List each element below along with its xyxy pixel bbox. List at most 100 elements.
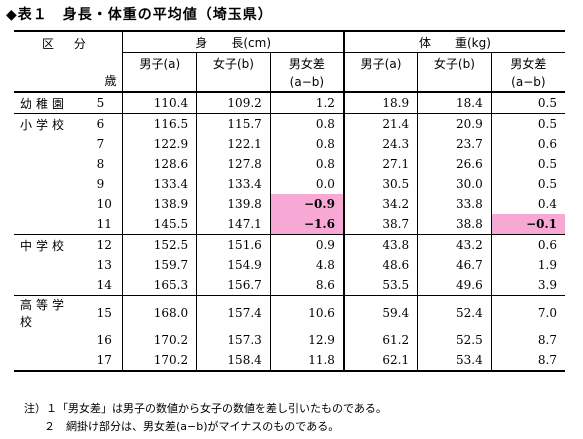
weight-male-cell: 18.9: [342, 92, 418, 114]
weight-female-cell: 18.4: [417, 92, 492, 114]
weight-male-cell: 61.2: [342, 330, 418, 350]
height-diff-cell: 4.8: [269, 255, 344, 275]
weight-diff-cell: 0.6: [490, 134, 565, 154]
table-row: 11 145.5 147.1 −1.6 38.7 38.8 −0.1: [14, 214, 565, 235]
group-cell: [14, 275, 79, 296]
height-male-cell: 145.5: [122, 214, 197, 235]
group-cell: 高等学校: [14, 295, 79, 330]
age-cell: 15: [78, 295, 123, 330]
table-row: 高等学校 15 168.0 157.4 10.6 59.4 52.4 7.0: [14, 295, 565, 330]
height-female-cell: 157.3: [196, 330, 271, 350]
height-weight-table: 区 分 歳 身 長(cm) 体 重(kg) 男子(a) 女子(b) 男女差 男子…: [14, 30, 565, 372]
weight-diff-cell: 0.5: [490, 154, 565, 174]
height-female-cell: 156.7: [196, 275, 271, 296]
table-row: 16 170.2 157.3 12.9 61.2 52.5 8.7: [14, 330, 565, 350]
weight-female-cell: 49.6: [417, 275, 492, 296]
group-cell: [14, 255, 79, 275]
weight-diff-cell: 0.5: [490, 92, 565, 114]
weight-male-cell: 48.6: [342, 255, 418, 275]
weight-diff-cell: 8.7: [490, 330, 565, 350]
height-female-cell: 115.7: [196, 113, 271, 134]
age-cell: 9: [96, 177, 105, 191]
weight-male-cell: 43.8: [342, 234, 418, 255]
group-cell: [14, 154, 79, 174]
weight-diff-cell: 0.6: [490, 234, 565, 255]
height-male-cell: 168.0: [122, 295, 197, 330]
stats-table-container: 区 分 歳 身 長(cm) 体 重(kg) 男子(a) 女子(b) 男女差 男子…: [14, 30, 565, 372]
group-cell: [14, 194, 79, 214]
height-male-header: 男子(a): [122, 52, 197, 73]
weight-male-cell: 62.1: [342, 350, 418, 372]
height-female-header: 女子(b): [196, 52, 271, 73]
age-cell: 10: [96, 197, 112, 211]
weight-female-header: 女子(b): [417, 52, 492, 73]
height-female-cell: 147.1: [196, 214, 271, 235]
table-row: 8 128.6 127.8 0.8 27.1 26.6 0.5: [14, 154, 565, 174]
weight-female-cell: 30.0: [417, 174, 492, 194]
height-female-cell: 139.8: [196, 194, 271, 214]
table-row: 13 159.7 154.9 4.8 48.6 46.7 1.9: [14, 255, 565, 275]
height-diff-cell: 12.9: [269, 330, 344, 350]
table-row: 小学校 6 116.5 115.7 0.8 21.4 20.9 0.5: [14, 113, 565, 134]
weight-group-header: 体 重(kg): [342, 30, 565, 53]
table-row: 7 122.9 122.1 0.8 24.3 23.7 0.6: [14, 134, 565, 154]
weight-male-cell: 38.7: [342, 214, 418, 235]
height-male-cell: 122.9: [122, 134, 197, 154]
weight-female-cell: 52.5: [417, 330, 492, 350]
group-cell: 幼稚園: [20, 96, 69, 111]
table-row: 14 165.3 156.7 8.6 53.5 49.6 3.9: [14, 275, 565, 296]
height-female-cell: 133.4: [196, 174, 271, 194]
height-male-cell: 116.5: [122, 113, 197, 134]
height-diff-cell: 0.8: [269, 154, 344, 174]
height-female-cell: 157.4: [196, 295, 271, 330]
group-cell: [14, 134, 79, 154]
table-body: 幼稚園 5 110.4 109.2 1.2 18.9 18.4 0.5 小学校 6 116.5 115…: [14, 92, 565, 372]
weight-female-cell: 33.8: [417, 194, 492, 214]
table-row: 幼稚園 5 110.4 109.2 1.2 18.9 18.4 0.5: [14, 92, 565, 114]
age-cell: 17: [78, 350, 123, 372]
age-label: 歳: [104, 74, 117, 88]
weight-female-cell: 52.4: [417, 295, 492, 330]
weight-female-cell: 26.6: [417, 154, 492, 174]
age-cell: 16: [96, 333, 112, 347]
weight-male-cell: 53.5: [342, 275, 418, 296]
weight-male-cell: 21.4: [342, 113, 418, 134]
weight-female-cell: 53.4: [417, 350, 492, 372]
height-diff-cell: 11.8: [269, 350, 344, 372]
age-cell: 5: [96, 96, 105, 110]
table-row: 9 133.4 133.4 0.0 30.5 30.0 0.5: [14, 174, 565, 194]
height-male-cell: 170.2: [122, 330, 197, 350]
weight-male-cell: 59.4: [342, 295, 418, 330]
height-male-cell: 159.7: [122, 255, 197, 275]
height-female-cell: 127.8: [196, 154, 271, 174]
weight-diff-cell: 0.5: [490, 113, 565, 134]
height-group-header: 身 長(cm): [122, 30, 344, 53]
table-row: 10 138.9 139.8 −0.9 34.2 33.8 0.4: [14, 194, 565, 214]
height-diff-cell: 8.6: [269, 275, 344, 296]
height-diff-cell: 0.8: [269, 113, 344, 134]
weight-male-cell: 34.2: [342, 194, 418, 214]
height-diff-cell: 0.9: [269, 234, 344, 255]
height-female-cell: 109.2: [196, 92, 271, 114]
weight-female-cell: 20.9: [417, 113, 492, 134]
height-male-cell: 138.9: [122, 194, 197, 214]
weight-female-cell: 46.7: [417, 255, 492, 275]
table-title: ◆表１ 身長・体重の平均値（埼玉県）: [6, 7, 273, 23]
weight-diff-cell: 1.9: [490, 255, 565, 275]
height-female-cell: 158.4: [196, 350, 271, 372]
weight-female-cell: 23.7: [417, 134, 492, 154]
height-diff-cell: −0.9: [269, 194, 344, 214]
weight-diff-cell: −0.1: [490, 214, 565, 235]
height-diff-header: 男女差: [269, 52, 344, 73]
weight-female-cell: 43.2: [417, 234, 492, 255]
kubun-label: 区 分: [42, 37, 94, 51]
height-diff-formula: (a−b): [269, 73, 344, 93]
category-header: 区 分 歳: [14, 30, 123, 93]
footnotes: 注）１「男女差」は男子の数値から女子の数値を差し引いたものである。 ２ 網掛け部…: [24, 400, 387, 436]
group-cell: [14, 350, 79, 372]
footnote-1: 注）１「男女差」は男子の数値から女子の数値を差し引いたものである。: [24, 402, 387, 415]
group-cell: [14, 330, 79, 350]
weight-diff-cell: 0.5: [490, 174, 565, 194]
group-cell: 中学校: [14, 234, 79, 255]
weight-female-cell: 38.8: [417, 214, 492, 235]
